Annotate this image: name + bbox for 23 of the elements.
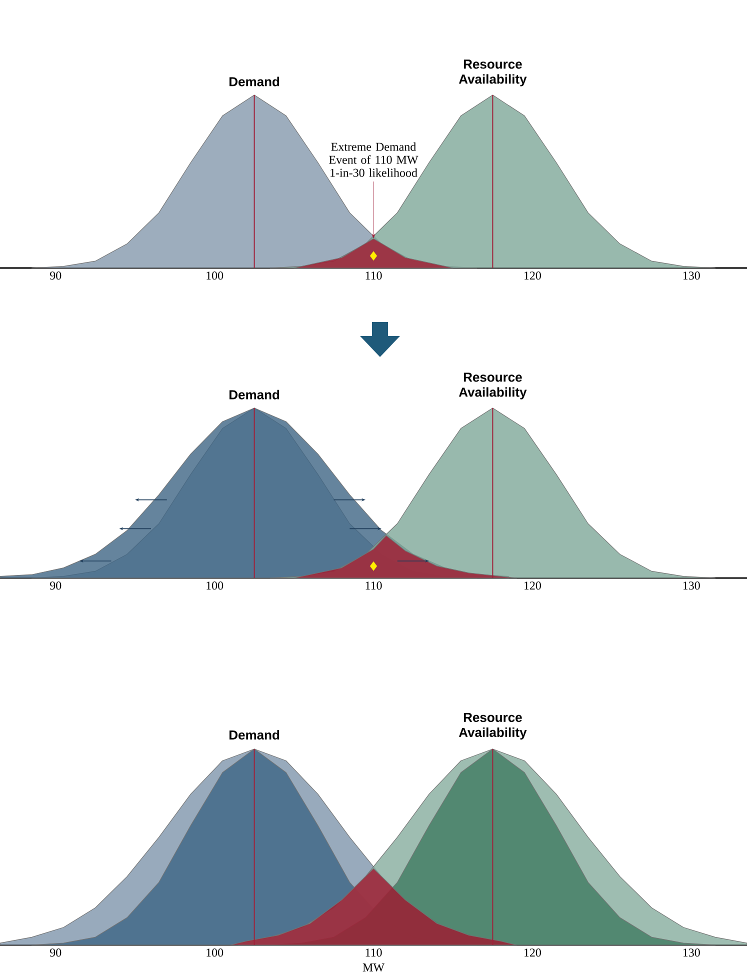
x-tick-label: 110	[366, 582, 382, 590]
x-tick-label: 90	[50, 948, 62, 957]
series-label: Demand	[230, 390, 280, 400]
series-label: Resource Availability	[458, 712, 527, 740]
series-label: Resource Availability	[458, 372, 527, 400]
x-tick-label: 130	[683, 272, 700, 280]
annotation: Extreme Demand Event of 110 MW 1-in-30 likelihood	[329, 142, 418, 177]
x-tick-label: 120	[524, 582, 541, 590]
x-tick-label: 120	[524, 272, 541, 280]
x-tick-label: 110	[366, 272, 382, 280]
x-tick-label: 110	[366, 948, 382, 957]
x-axis-title: MW	[362, 964, 384, 972]
x-tick-label: 100	[206, 272, 224, 280]
x-tick-label: 90	[50, 272, 62, 280]
x-tick-label: 90	[50, 582, 62, 590]
x-tick-label: 100	[206, 582, 224, 590]
x-tick-label: 120	[524, 948, 541, 957]
series-label: Resource Availability	[458, 60, 527, 86]
x-tick-label: 130	[683, 948, 700, 957]
series-label: Demand	[230, 730, 280, 740]
series-label: Demand	[230, 76, 280, 86]
x-tick-label: 130	[683, 582, 700, 590]
x-tick-label: 100	[206, 948, 224, 957]
